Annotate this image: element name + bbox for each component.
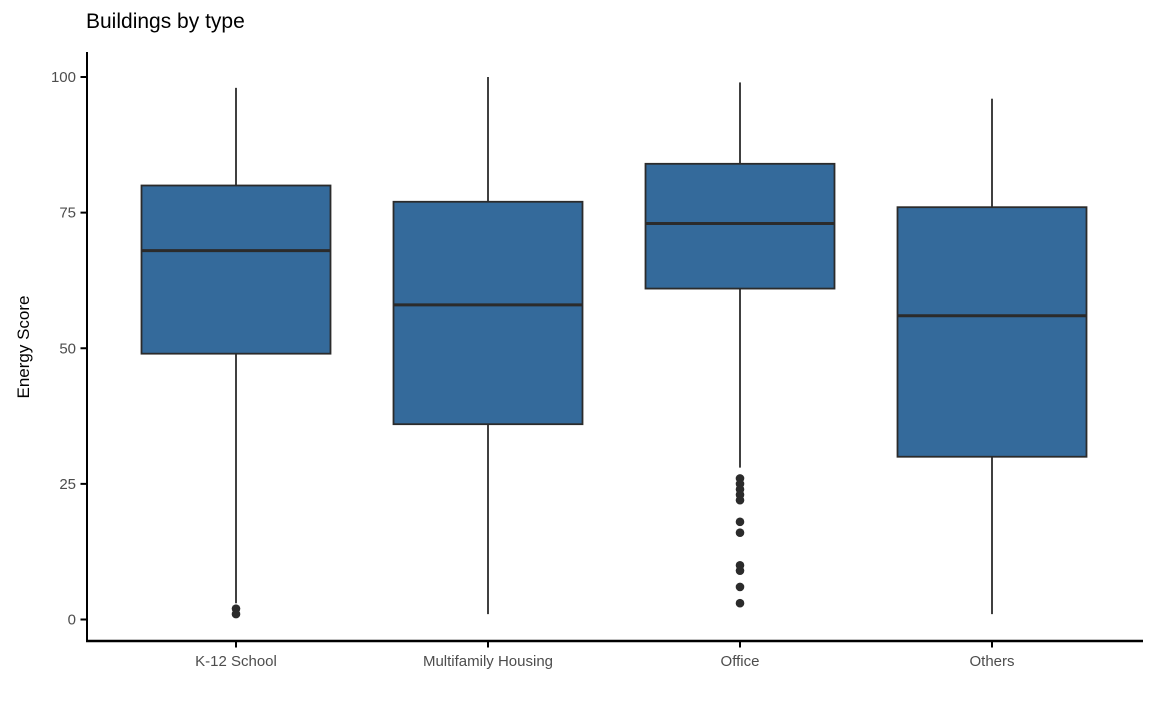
y-tick-label: 75 — [59, 205, 76, 222]
y-tick-label: 25 — [59, 476, 76, 493]
outlier-dot — [231, 609, 241, 619]
outlier-dot — [735, 598, 745, 608]
y-tick-label: 100 — [51, 69, 76, 86]
outlier-dot — [735, 566, 745, 575]
outlier-dot — [735, 517, 745, 527]
x-tick-label: K-12 School — [195, 653, 277, 670]
box-rect — [392, 200, 584, 426]
outlier-dot — [735, 582, 745, 592]
box-rect — [644, 162, 836, 290]
outlier-dot — [735, 528, 745, 537]
box-rect — [896, 206, 1088, 458]
chart-title: Buildings by type — [86, 10, 245, 33]
y-tick-label: 50 — [59, 340, 76, 357]
x-tick-label: Others — [969, 653, 1014, 670]
box-rect — [140, 184, 332, 355]
x-tick-label: Multifamily Housing — [423, 653, 553, 670]
x-tick-label: Office — [721, 653, 760, 670]
outlier-dot — [735, 495, 745, 505]
y-tick-label: 0 — [68, 612, 76, 629]
